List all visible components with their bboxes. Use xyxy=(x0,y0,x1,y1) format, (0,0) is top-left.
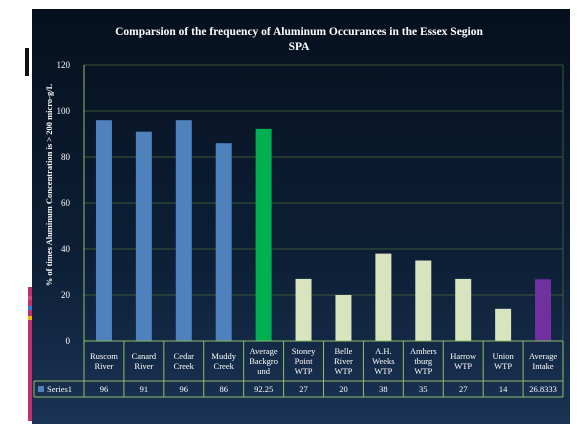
decor-stripe-left xyxy=(28,287,32,421)
data-label: 96 xyxy=(100,384,109,394)
category-label: Canard xyxy=(132,351,157,361)
category-label: River xyxy=(334,356,353,366)
category-label: Average xyxy=(529,351,557,361)
data-label: 38 xyxy=(379,384,388,394)
y-tick-label: 60 xyxy=(61,198,71,208)
chart-slide: Comparsion of the frequency of Aluminum … xyxy=(32,9,570,424)
y-tick-label: 100 xyxy=(57,106,71,116)
decor-bar-left-top xyxy=(25,48,29,76)
bar xyxy=(535,279,552,341)
category-label: WTP xyxy=(494,361,512,371)
data-label: 27 xyxy=(459,384,468,394)
bar xyxy=(455,278,472,341)
data-label: 35 xyxy=(419,384,428,394)
category-label: WTP xyxy=(295,366,313,376)
data-label: 96 xyxy=(180,384,189,394)
bar xyxy=(95,120,112,341)
data-label: 86 xyxy=(219,384,228,394)
y-tick-labels: 0 20 40 60 80 100 120 xyxy=(57,60,71,346)
data-label: 26.8333 xyxy=(529,384,557,394)
category-label: River xyxy=(134,361,153,371)
gridlines xyxy=(83,64,564,342)
decor-square-1 xyxy=(28,296,32,300)
data-label: 92.25 xyxy=(254,384,273,394)
y-tick-label: 80 xyxy=(61,152,71,162)
bar xyxy=(135,131,152,341)
bar xyxy=(415,260,432,341)
decor-square-2 xyxy=(28,306,32,310)
data-label: 91 xyxy=(140,384,149,394)
y-tick-label: 20 xyxy=(61,290,71,300)
y-axis-label: % of times Aluminum Concentration is > 2… xyxy=(44,83,54,286)
category-label: Backgro xyxy=(249,356,278,366)
category-label: WTP xyxy=(374,366,392,376)
chart-title-line-2: SPA xyxy=(289,41,311,53)
category-label: tburg xyxy=(414,356,433,366)
category-label: WTP xyxy=(414,366,432,376)
y-tick-label: 0 xyxy=(66,336,71,346)
category-label: Point xyxy=(295,356,314,366)
bar xyxy=(295,278,312,341)
category-label: Stoney xyxy=(292,346,316,356)
category-label: Average xyxy=(250,346,278,356)
category-label: Ruscom xyxy=(90,351,118,361)
bar-chart: Comparsion of the frequency of Aluminum … xyxy=(33,26,564,398)
category-label: Weeks xyxy=(372,356,394,366)
series-name: Series1 xyxy=(47,384,72,394)
data-table: Series1 96 91 96 86 92.25 27 20 38 35 27 14 26.8333 xyxy=(33,340,564,398)
data-label: 20 xyxy=(339,384,348,394)
y-tick-label: 40 xyxy=(61,244,71,254)
category-label: River xyxy=(95,361,114,371)
category-label: Creek xyxy=(214,361,235,371)
category-label: Harrow xyxy=(450,351,477,361)
category-label: Union xyxy=(493,351,515,361)
bar xyxy=(255,128,272,341)
decor-square-3 xyxy=(28,316,32,320)
y-tick-label: 120 xyxy=(57,60,71,70)
chart-title-line-1: Comparsion of the frequency of Aluminum … xyxy=(115,26,483,38)
category-labels: RuscomRiverCanardRiverCedarCreekMuddyCre… xyxy=(90,346,557,376)
legend-key xyxy=(38,386,44,392)
category-label: Cedar xyxy=(174,351,194,361)
data-label: 14 xyxy=(499,384,508,394)
bar xyxy=(335,295,352,341)
category-label: Intake xyxy=(532,361,553,371)
bar xyxy=(495,308,512,341)
category-label: Creek xyxy=(174,361,195,371)
category-label: Belle xyxy=(334,346,352,356)
category-label: und xyxy=(257,366,271,376)
bar xyxy=(175,120,192,341)
category-label: WTP xyxy=(334,366,352,376)
bar xyxy=(375,253,392,341)
bar xyxy=(215,143,232,341)
bars xyxy=(95,120,552,341)
data-label: 27 xyxy=(299,384,308,394)
category-label: WTP xyxy=(454,361,472,371)
category-label: Amhers xyxy=(410,346,437,356)
category-label: A.H. xyxy=(375,346,392,356)
category-label: Muddy xyxy=(211,351,236,361)
